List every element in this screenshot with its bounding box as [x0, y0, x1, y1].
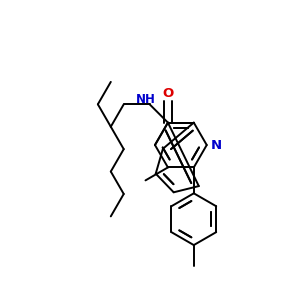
- Text: O: O: [162, 87, 173, 100]
- Text: N: N: [211, 139, 222, 152]
- Text: NH: NH: [136, 93, 156, 106]
